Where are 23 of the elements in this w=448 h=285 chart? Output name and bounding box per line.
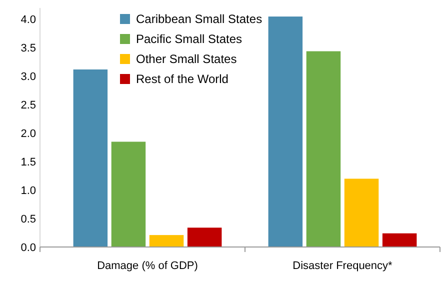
- y-tick-label: 1.0: [20, 184, 36, 197]
- bar: [268, 16, 303, 247]
- y-tick-label: 0.0: [20, 242, 36, 254]
- bar: [111, 142, 146, 247]
- legend-label: Pacific Small States: [136, 32, 242, 46]
- bar: [344, 178, 379, 247]
- x-tick-label: Disaster Frequency*: [292, 260, 394, 272]
- y-tick-label: 0.5: [20, 213, 36, 226]
- bar: [187, 228, 222, 247]
- y-tick-label: 2.0: [20, 128, 36, 140]
- y-tick-label: 2.5: [20, 100, 36, 112]
- legend-label: Caribbean Small States: [136, 12, 262, 26]
- bar: [306, 51, 341, 247]
- bar: [73, 69, 108, 247]
- bar: [382, 233, 417, 247]
- y-tick-label: 3.5: [20, 42, 36, 55]
- legend-label: Other Small States: [136, 52, 237, 66]
- y-tick-label: 3.0: [20, 71, 36, 84]
- y-tick-label: 1.5: [20, 156, 36, 168]
- y-tick-label: 4.0: [20, 14, 36, 26]
- x-tick-label: Damage (% of GDP): [97, 260, 198, 272]
- legend-label: Rest of the World: [136, 72, 228, 86]
- bar: [149, 235, 184, 247]
